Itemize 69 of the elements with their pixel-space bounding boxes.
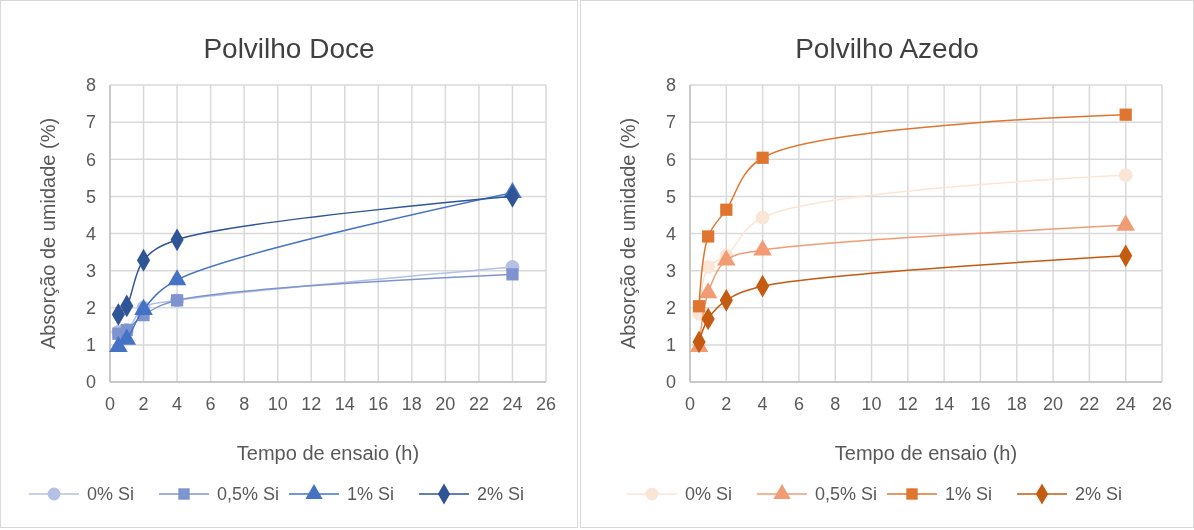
x-tick-label: 0 [104,394,116,414]
x-tick-label: 22 [1079,394,1100,414]
x-tick-label: 2 [721,394,732,414]
x-tick-label: 16 [368,394,389,414]
point [756,151,769,164]
point [702,230,715,243]
x-tick-label: 20 [1043,394,1064,414]
legend-label: 1% Si [347,484,395,505]
y-tick-label: 3 [665,260,676,281]
x-tick-label: 10 [267,394,288,414]
point [1119,108,1132,121]
x-tick-label: 8 [239,394,250,414]
y-tick-label: 7 [665,112,676,133]
y-tick-label: 6 [85,149,96,170]
y-axis-title: Absorção de umidade (%) [617,117,639,350]
x-tick-label: 26 [535,394,557,414]
y-tick-label: 2 [85,298,96,319]
legend-label: 1% Si [945,484,993,505]
legend-label: 0,5% Si [815,484,878,505]
x-tick-label: 4 [757,394,768,414]
y-tick-label: 5 [85,186,96,207]
legend-label: 0% Si [685,484,733,505]
legend-label: 0% Si [87,484,135,505]
y-tick-label: 6 [665,149,676,170]
x-tick-label: 16 [970,394,991,414]
chart-title: Polvilho Doce [203,33,375,64]
y-tick-label: 7 [85,112,96,133]
y-tick-label: 0 [85,372,96,393]
x-tick-label: 24 [502,394,523,414]
x-tick-label: 14 [334,394,355,414]
legend-label: 2% Si [477,484,525,505]
y-tick-label: 1 [85,335,96,356]
point [720,203,733,216]
x-axis-title: Tempo de ensaio (h) [834,442,1018,464]
y-tick-label: 2 [665,298,676,319]
y-tick-label: 1 [665,335,676,356]
x-tick-label: 18 [1006,394,1027,414]
y-tick-label: 5 [665,186,676,207]
x-tick-label: 18 [401,394,422,414]
x-tick-label: 6 [205,394,216,414]
y-tick-label: 8 [85,75,96,96]
y-tick-label: 4 [665,223,676,244]
x-tick-label: 0 [684,394,696,414]
x-tick-label: 24 [1115,394,1136,414]
x-tick-label: 6 [793,394,804,414]
y-axis-title: Absorção de umidade (%) [37,117,59,350]
x-tick-label: 8 [830,394,841,414]
chart-title: Polvilho Azedo [795,33,979,64]
x-tick-label: 22 [468,394,489,414]
x-tick-label: 12 [897,394,918,414]
y-tick-label: 8 [665,75,676,96]
x-tick-label: 4 [172,394,183,414]
point [755,210,770,225]
x-tick-label: 2 [138,394,149,414]
y-tick-label: 0 [665,372,676,393]
x-tick-label: 26 [1151,394,1173,414]
point [701,260,716,274]
x-axis-title: Tempo de ensaio (h) [236,442,420,464]
y-tick-label: 3 [85,260,96,281]
x-tick-label: 10 [861,394,882,414]
x-tick-label: 20 [435,394,456,414]
x-tick-label: 14 [934,394,955,414]
legend-label: 0,5% Si [217,484,280,505]
point [506,268,519,281]
point [1118,168,1133,183]
legend-label: 2% Si [1075,484,1123,505]
x-tick-label: 12 [301,394,322,414]
y-tick-label: 4 [85,223,96,244]
point [692,300,706,313]
